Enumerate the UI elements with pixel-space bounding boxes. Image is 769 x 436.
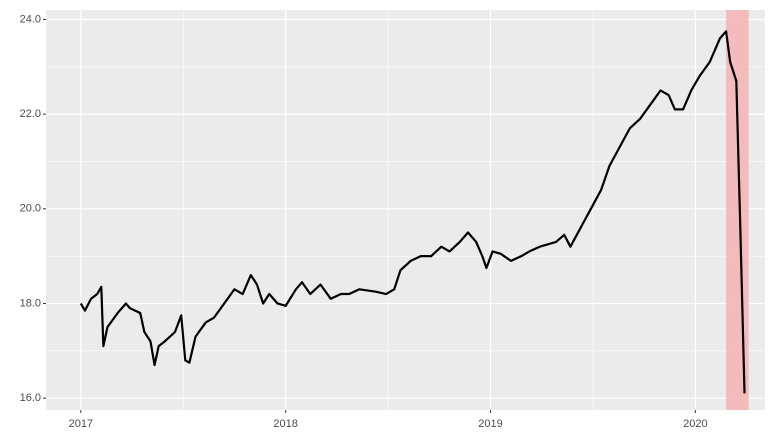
- x-tick-label: 2017: [69, 418, 93, 430]
- x-tick-label: 2019: [478, 418, 502, 430]
- x-tick-label: 2020: [683, 418, 707, 430]
- y-tick-label: 22.0: [20, 108, 41, 120]
- panel: [46, 10, 765, 410]
- shaded-region: [726, 10, 749, 410]
- x-tick-label: 2018: [273, 418, 297, 430]
- y-tick-label: 16.0: [20, 392, 41, 404]
- line: [79, 30, 746, 394]
- y-tick-label: 18.0: [20, 297, 41, 309]
- y-tick-label: 24.0: [20, 13, 41, 25]
- y-tick-label: 20.0: [20, 203, 41, 215]
